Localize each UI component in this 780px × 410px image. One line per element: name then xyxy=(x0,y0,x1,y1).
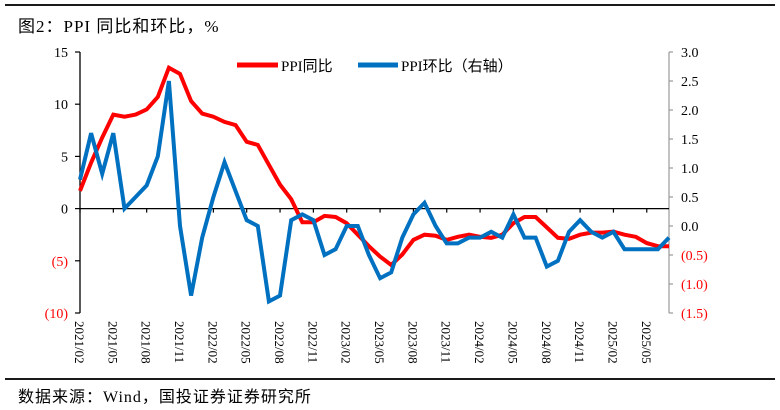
x-axis-tick-label: 2025/05 xyxy=(639,321,654,364)
x-axis-tick-label: 2023/05 xyxy=(372,321,387,364)
left-axis-tick-label: 0 xyxy=(61,203,68,218)
series-layer xyxy=(78,64,671,305)
x-axis-tick-label: 2025/02 xyxy=(605,321,620,364)
top-rule xyxy=(5,4,775,6)
bottom-rule xyxy=(5,378,775,380)
right-axis-tick-label: 2.0 xyxy=(681,104,699,119)
right-axis-tick-label: (1.0) xyxy=(681,278,708,293)
left-y-axis: 15 10 5 0 (5) (10) xyxy=(45,46,81,322)
x-axis: 2021/02 2021/05 2021/08 2021/11 2022/02 2022/… xyxy=(72,207,669,364)
x-axis-tick-label: 2024/02 xyxy=(472,321,487,364)
left-axis-tick-label: 15 xyxy=(54,46,68,61)
x-axis-tick-label: 2022/02 xyxy=(205,321,220,364)
right-axis-tick-label: 1.5 xyxy=(681,133,699,148)
right-axis-tick-label: 0.0 xyxy=(681,220,699,235)
figure-title: 图2：PPI 同比和环比，% xyxy=(18,17,220,36)
right-axis-tick-label: 1.0 xyxy=(681,162,699,177)
x-axis-tick-label: 2024/11 xyxy=(572,321,587,363)
right-axis-tick-label: 2.5 xyxy=(681,75,699,90)
right-axis-tick-label: 3.0 xyxy=(681,46,699,61)
x-axis-tick-label: 2022/11 xyxy=(305,321,320,363)
legend: PPI同比 PPI环比（右轴） xyxy=(237,58,513,75)
legend-label-mom: PPI环比（右轴） xyxy=(401,58,513,75)
series-ppi-yoy-line xyxy=(78,64,669,268)
right-axis-tick-label: 0.5 xyxy=(681,191,699,206)
legend-label-yoy: PPI同比 xyxy=(281,58,333,75)
x-axis-tick-label: 2024/08 xyxy=(539,321,554,364)
right-axis-tick-label: (1.5) xyxy=(681,307,708,322)
left-axis-tick-label: (5) xyxy=(52,255,69,270)
series-ppi-mom-line xyxy=(78,80,671,305)
x-axis-tick-label: 2023/08 xyxy=(405,321,420,364)
x-axis-tick-label: 2021/08 xyxy=(139,321,154,364)
left-axis-tick-label: (10) xyxy=(45,307,69,322)
x-axis-tick-label: 2021/02 xyxy=(72,321,87,364)
x-axis-tick-label: 2022/08 xyxy=(272,321,287,364)
left-axis-tick-label: 5 xyxy=(61,150,68,165)
left-axis-tick-label: 10 xyxy=(54,98,68,113)
x-axis-tick-label: 2023/11 xyxy=(439,321,454,363)
x-axis-tick-label: 2023/02 xyxy=(339,321,354,364)
x-axis-tick-label: 2021/11 xyxy=(172,321,187,363)
source-note: 数据来源：Wind，国投证券证券研究所 xyxy=(18,389,312,406)
right-y-axis: 3.0 2.5 2.0 1.5 1.0 0.5 0.0 (0.5) (1.0) (1.5) xyxy=(668,46,708,322)
right-axis-tick-label: (0.5) xyxy=(681,249,708,264)
x-axis-tick-label: 2022/05 xyxy=(239,321,254,364)
x-axis-tick-label: 2024/05 xyxy=(505,321,520,364)
x-axis-tick-label: 2021/05 xyxy=(105,321,120,364)
